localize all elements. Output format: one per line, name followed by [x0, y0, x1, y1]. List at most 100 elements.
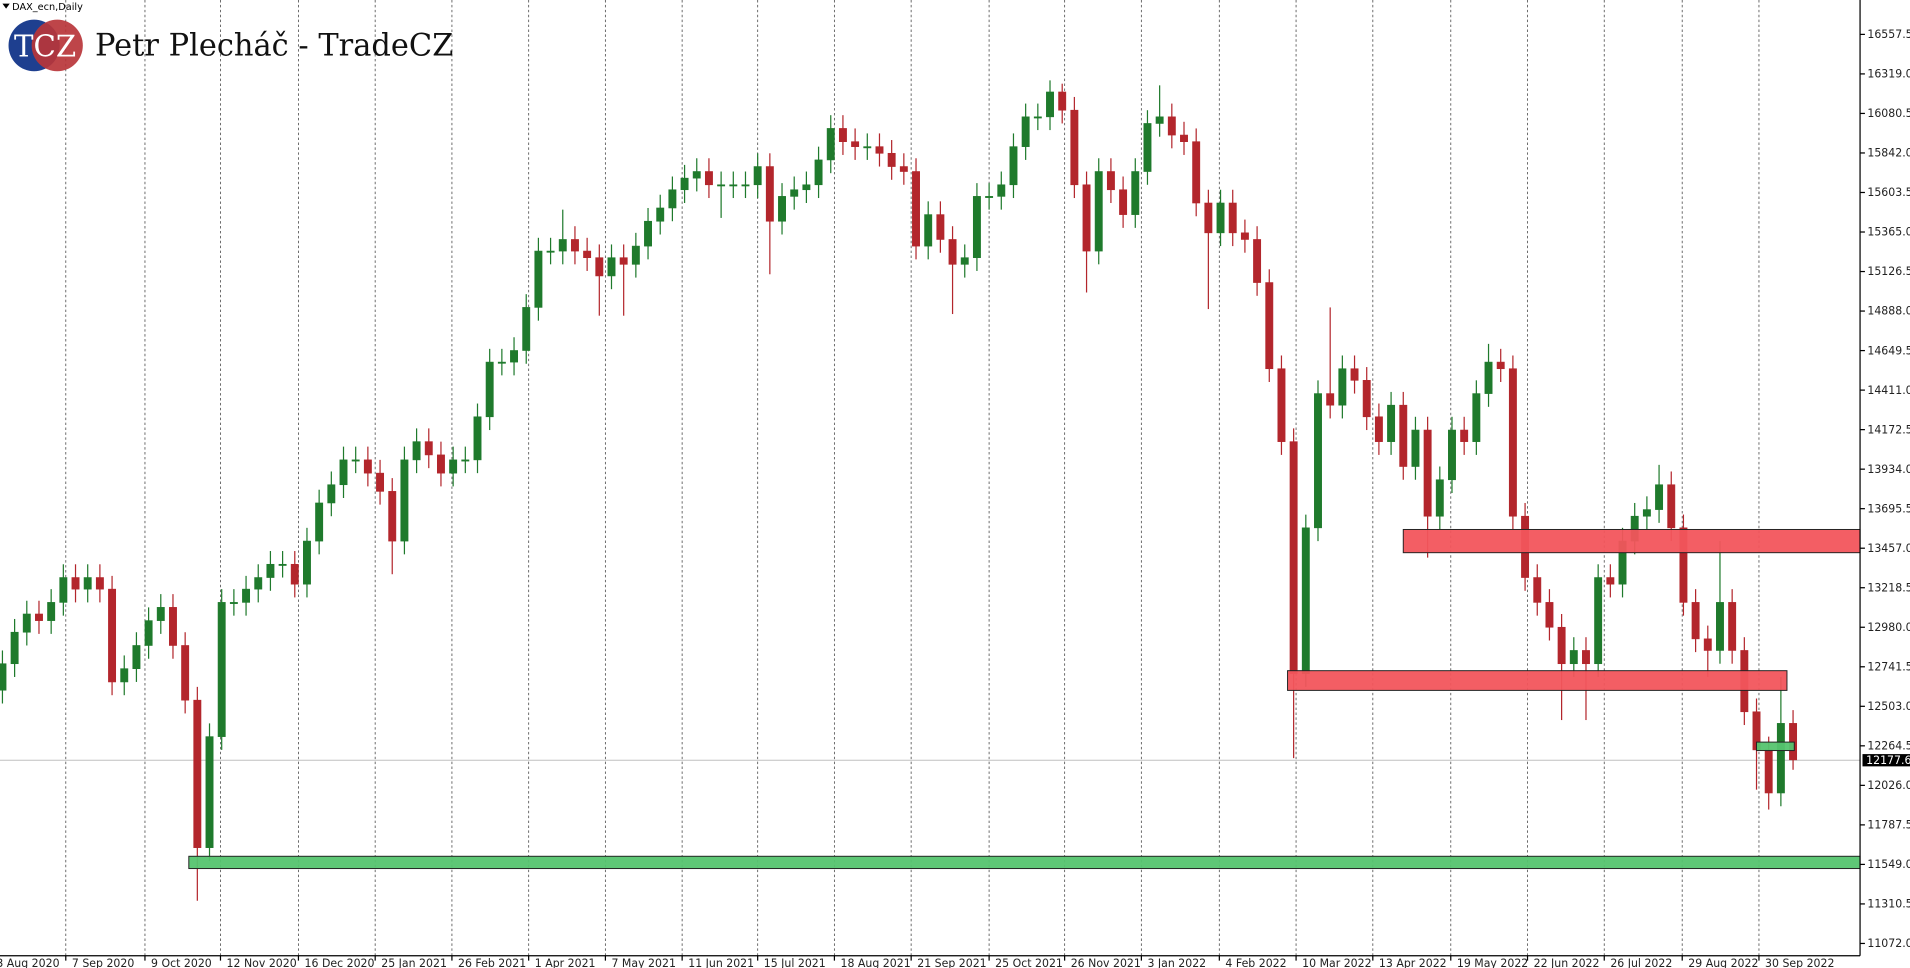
candle-body	[826, 128, 835, 161]
candle-body	[120, 668, 129, 683]
candle-body	[1399, 404, 1408, 467]
y-tick-label: 15842.0	[1867, 147, 1910, 160]
candle-body	[1338, 368, 1347, 406]
x-tick-label: 11 Jun 2021	[688, 957, 754, 968]
plot-area	[0, 0, 1861, 956]
candle-body	[1411, 429, 1420, 467]
candle-body	[156, 607, 165, 621]
candle-body	[412, 441, 421, 461]
chart-title: Petr Plecháč - TradeCZ	[95, 28, 453, 63]
y-tick-label: 16319.0	[1867, 68, 1910, 81]
y-tick-label: 15603.5	[1867, 186, 1910, 199]
candle-body	[59, 577, 68, 603]
current-price-label: 12177.6	[1866, 754, 1910, 767]
candle-body	[436, 454, 445, 474]
candle-body	[875, 146, 884, 154]
candle-body	[1289, 441, 1298, 674]
candle-body	[644, 220, 652, 247]
y-tick-label: 13218.5	[1867, 581, 1910, 594]
y-tick-label: 14888.0	[1867, 305, 1910, 318]
candle-body	[47, 602, 56, 621]
y-tick-label: 13457.0	[1867, 542, 1910, 555]
candle-body	[1240, 232, 1249, 240]
x-tick-label: 7 May 2021	[611, 957, 675, 968]
candle-body	[863, 146, 872, 149]
candle-body	[108, 588, 117, 683]
candle-body	[1167, 116, 1176, 136]
candle-body	[1642, 509, 1651, 517]
candle-body	[388, 491, 397, 542]
candle-body	[1119, 189, 1128, 215]
y-tick-label: 13695.5	[1867, 502, 1910, 515]
candle-body	[1789, 723, 1798, 761]
candle-body	[1082, 184, 1091, 252]
symbol-label: DAX_ecn,Daily	[12, 2, 83, 13]
candle-body	[1350, 368, 1359, 381]
candle-body	[217, 602, 226, 737]
candle-body	[144, 620, 153, 646]
candle-body	[1606, 577, 1615, 585]
candle-body	[1545, 602, 1554, 628]
candle-body	[1301, 527, 1310, 674]
candle-body	[229, 602, 238, 604]
candle-body	[1058, 91, 1067, 111]
candle-body	[424, 441, 433, 456]
candle-body	[266, 563, 275, 578]
candle-body	[1143, 123, 1152, 172]
candle-body	[363, 459, 372, 474]
candle-body	[997, 184, 1006, 197]
candle-body	[1314, 393, 1322, 529]
candle-body	[534, 250, 543, 308]
candle-body	[522, 307, 531, 351]
candle-body	[83, 577, 92, 590]
candle-body	[814, 159, 823, 186]
candle-body	[1472, 393, 1481, 442]
candle-body	[1033, 116, 1042, 119]
current-price-box	[1862, 754, 1910, 767]
candle-body	[631, 245, 640, 265]
candle-body	[583, 250, 592, 259]
candle-body	[1387, 404, 1396, 442]
candle-body	[35, 613, 43, 621]
candle-body	[290, 563, 299, 585]
candle-body	[205, 736, 214, 848]
x-tick-label: 25 Jan 2021	[381, 957, 447, 968]
y-tick-label: 16557.5	[1867, 28, 1910, 41]
x-tick-label: 26 Nov 2021	[1071, 957, 1141, 968]
y-tick-label: 16080.5	[1867, 107, 1910, 120]
x-tick-label: 19 May 2022	[1457, 957, 1528, 968]
candle-body	[1374, 416, 1383, 442]
candle-body	[1192, 141, 1201, 204]
candle-body	[1423, 429, 1432, 517]
candle-body	[656, 207, 665, 222]
candle-body	[790, 189, 799, 197]
y-tick-label: 14649.5	[1867, 344, 1910, 357]
candle-body	[1655, 484, 1664, 510]
x-tick-label: 3 Aug 2020	[0, 957, 60, 968]
y-tick-label: 12741.5	[1867, 660, 1910, 673]
candle-body	[22, 613, 31, 633]
candle-body	[1362, 380, 1371, 418]
candle-body	[1131, 171, 1140, 215]
y-tick-label: 11310.5	[1867, 898, 1910, 911]
candle-body	[765, 166, 774, 222]
candle-body	[473, 416, 482, 461]
y-tick-label: 14172.5	[1867, 423, 1910, 436]
candle-body	[1594, 577, 1603, 665]
logo-text: TCZ	[14, 29, 76, 63]
candle-body	[1155, 116, 1164, 124]
candle-body	[1106, 171, 1115, 191]
candle-body	[1679, 527, 1688, 603]
candle-body	[887, 152, 896, 167]
candle-body	[0, 663, 7, 691]
candle-body	[704, 171, 713, 186]
candle-body	[71, 577, 80, 590]
candle-body	[838, 128, 847, 142]
candle-body	[1204, 202, 1213, 234]
candle-body	[1277, 368, 1286, 442]
candle-body	[972, 196, 981, 259]
candle-body	[242, 588, 251, 603]
candle-body	[376, 472, 385, 492]
candle-body	[802, 184, 811, 191]
